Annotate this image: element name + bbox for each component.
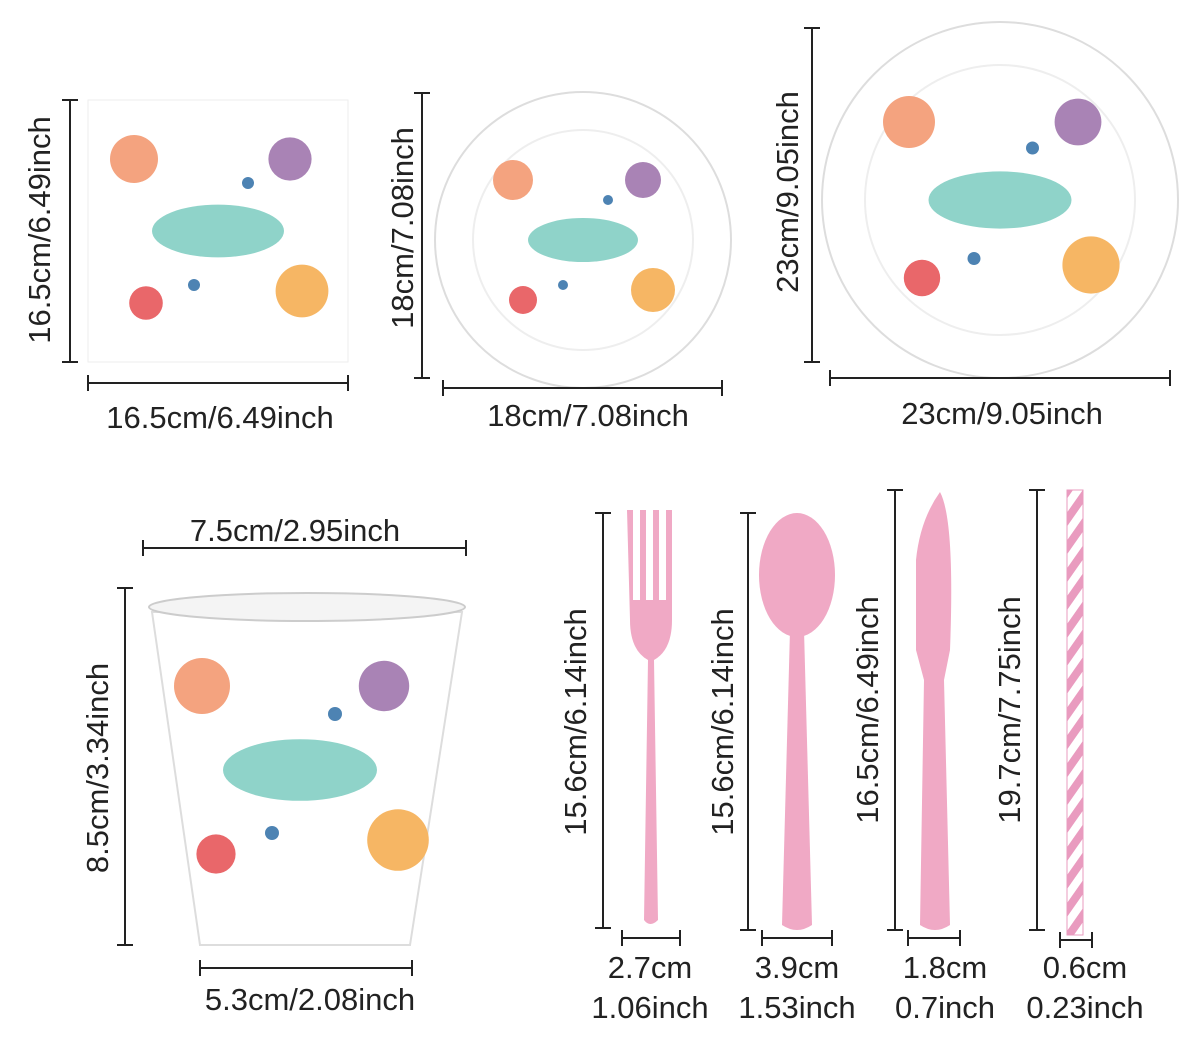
bottom-width-label: 5.3cm/2.08inch: [205, 982, 415, 1017]
height-label: 19.7cm/7.75inch: [992, 596, 1027, 823]
height-label: 15.6cm/6.14inch: [705, 608, 740, 835]
width-label: 16.5cm/6.49inch: [106, 400, 333, 435]
width-cm-label: 0.6cm: [1043, 950, 1127, 985]
height-label: 16.5cm/6.49inch: [22, 116, 57, 343]
height-label: 23cm/9.05inch: [770, 91, 805, 293]
width-inch-label: 1.06inch: [591, 990, 708, 1025]
fork: 15.6cm/6.14inch 2.7cm 1.06inch: [558, 510, 709, 1025]
width-inch-label: 1.53inch: [738, 990, 855, 1025]
height-label: 16.5cm/6.49inch: [850, 596, 885, 823]
width-cm-label: 2.7cm: [608, 950, 692, 985]
width-inch-label: 0.7inch: [895, 990, 995, 1025]
napkin: 16.5cm/6.49inch 16.5cm/6.49inch: [22, 99, 349, 435]
width-inch-label: 0.23inch: [1026, 990, 1143, 1025]
width-label: 23cm/9.05inch: [901, 396, 1103, 431]
top-width-label: 7.5cm/2.95inch: [190, 513, 400, 548]
width-label: 18cm/7.08inch: [487, 398, 689, 433]
knife: 16.5cm/6.49inch 1.8cm 0.7inch: [850, 489, 995, 1025]
height-label: 15.6cm/6.14inch: [558, 608, 593, 835]
height-label: 8.5cm/3.34inch: [80, 663, 115, 873]
width-cm-label: 1.8cm: [903, 950, 987, 985]
height-label: 18cm/7.08inch: [385, 127, 420, 329]
width-cm-label: 3.9cm: [755, 950, 839, 985]
cup: 7.5cm/2.95inch 8.5cm/3.34inch 5.3cm/2.08…: [80, 513, 467, 1017]
large-plate: 23cm/9.05inch 23cm/9.05inch: [770, 21, 1179, 431]
spoon: 15.6cm/6.14inch 3.9cm 1.53inch: [705, 512, 856, 1025]
straw: 19.7cm/7.75inch 0.6cm 0.23inch: [992, 489, 1144, 1025]
small-plate: 18cm/7.08inch 18cm/7.08inch: [385, 91, 732, 433]
